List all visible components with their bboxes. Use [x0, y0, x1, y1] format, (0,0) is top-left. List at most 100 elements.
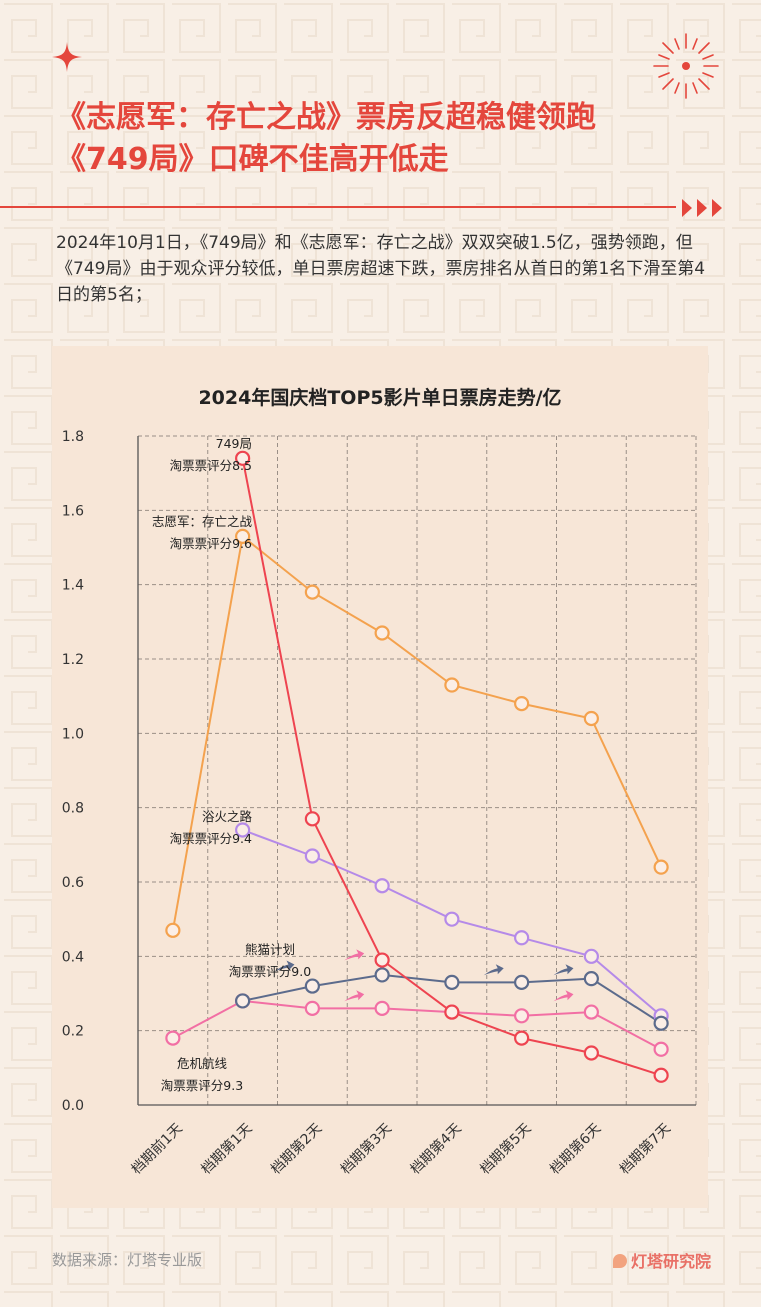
data-point [444, 677, 460, 693]
triple-arrow-icon [682, 199, 722, 217]
data-point [583, 971, 599, 987]
grid [138, 435, 697, 1105]
pattern-tile [340, 3, 389, 53]
data-point [165, 1030, 181, 1046]
data-point [304, 1000, 320, 1016]
data-point [235, 993, 251, 1009]
y-tick-label: 0.8 [62, 801, 84, 817]
pattern-tile [732, 451, 761, 501]
trend-arrow-icon [483, 964, 504, 976]
pattern-tile [4, 619, 53, 669]
summary-text: 2024年10月1日，《749局》和《志愿军：存亡之战》双双突破1.5亿，强势领… [56, 233, 706, 305]
pattern-tile [452, 115, 501, 165]
pattern-tile [172, 283, 221, 333]
pattern-tile [396, 1235, 445, 1285]
data-point [165, 922, 181, 938]
series-rating-label: 淘票票评分9.3 [161, 1078, 243, 1093]
pattern-tile [732, 339, 761, 389]
pattern-tile [116, 227, 165, 277]
pattern-tile [396, 1291, 445, 1307]
pattern-tile [732, 899, 761, 949]
pattern-tile [396, 3, 445, 53]
pattern-tile [564, 1235, 613, 1285]
pattern-tile [340, 171, 389, 221]
pattern-tile [508, 115, 557, 165]
y-tick-label: 1.6 [62, 503, 84, 519]
source-note: 数据来源：灯塔专业版 [52, 1251, 203, 1269]
sparkle-icon [52, 42, 82, 72]
data-point [583, 1004, 599, 1020]
data-point [374, 625, 390, 641]
pattern-tile [508, 1235, 557, 1285]
trend-arrow-icon [274, 960, 295, 972]
pattern-tile [732, 955, 761, 1005]
series-name-label: 浴火之路 [202, 809, 253, 824]
pattern-tile [732, 563, 761, 613]
pattern-tile [228, 283, 277, 333]
data-point [653, 859, 669, 875]
pattern-tile [228, 1235, 277, 1285]
pattern-tile [396, 59, 445, 109]
pattern-tile [116, 59, 165, 109]
pattern-tile [4, 171, 53, 221]
pattern-tile [340, 115, 389, 165]
pattern-tile [508, 171, 557, 221]
pattern-tile [284, 1291, 333, 1307]
pattern-tile [508, 3, 557, 53]
data-point [374, 952, 390, 968]
pattern-tile [732, 1123, 761, 1173]
pattern-tile [396, 283, 445, 333]
data-point [444, 974, 460, 990]
y-tick-label: 0.4 [62, 949, 84, 965]
pattern-tile [284, 227, 333, 277]
pattern-tile [4, 451, 53, 501]
data-point [653, 1015, 669, 1031]
line-chart: 2024年国庆档TOP5影片单日票房走势/亿 0.0 0.2 0.4 0.6 0.8 1.0… [62, 386, 697, 1178]
pattern-tile [340, 1291, 389, 1307]
pattern-tile [60, 283, 109, 333]
pattern-tile [116, 1291, 165, 1307]
pattern-tile [676, 1235, 725, 1285]
pattern-tile [116, 283, 165, 333]
pattern-tile [564, 171, 613, 221]
y-tick-label: 0.2 [62, 1024, 84, 1040]
pattern-tile [732, 619, 761, 669]
series-rating-label: 淘票票评分8.5 [170, 458, 252, 473]
pattern-tile [284, 283, 333, 333]
y-tick-label: 0.6 [62, 875, 84, 891]
title-divider [0, 206, 676, 208]
trend-arrow-icon [553, 990, 574, 1002]
data-point [653, 1067, 669, 1083]
data-point [304, 811, 320, 827]
x-tick-label: 档期第6天 [546, 1120, 604, 1178]
pattern-tile [676, 1291, 725, 1307]
data-point [583, 710, 599, 727]
data-point [374, 1000, 390, 1016]
series-rating-label: 淘票票评分9.0 [229, 964, 311, 979]
data-point [374, 967, 390, 983]
pattern-tile [60, 3, 109, 53]
pattern-tile [564, 115, 613, 165]
pattern-tile [4, 675, 53, 725]
y-tick-label: 1.4 [62, 578, 84, 594]
x-tick-label: 档期前1天 [128, 1120, 186, 1178]
brand-logo: 灯塔研究院 [612, 1248, 711, 1272]
data-point [583, 948, 599, 964]
data-point [235, 528, 251, 544]
pattern-tile [508, 227, 557, 277]
series-rating-label: 淘票票评分9.4 [170, 831, 252, 846]
pattern-tile [732, 395, 761, 445]
pattern-tile [172, 227, 221, 277]
pattern-tile [732, 507, 761, 557]
pattern-tile [60, 171, 109, 221]
pattern-tile [676, 115, 725, 165]
pattern-tile [60, 59, 109, 109]
data-point [514, 1030, 530, 1046]
pattern-tile [172, 1235, 221, 1285]
pattern-tile [452, 227, 501, 277]
pattern-tile [172, 3, 221, 53]
data-point [444, 911, 460, 927]
pattern-tile [676, 3, 725, 53]
pattern-tile [4, 955, 53, 1005]
pattern-tile [4, 3, 53, 53]
